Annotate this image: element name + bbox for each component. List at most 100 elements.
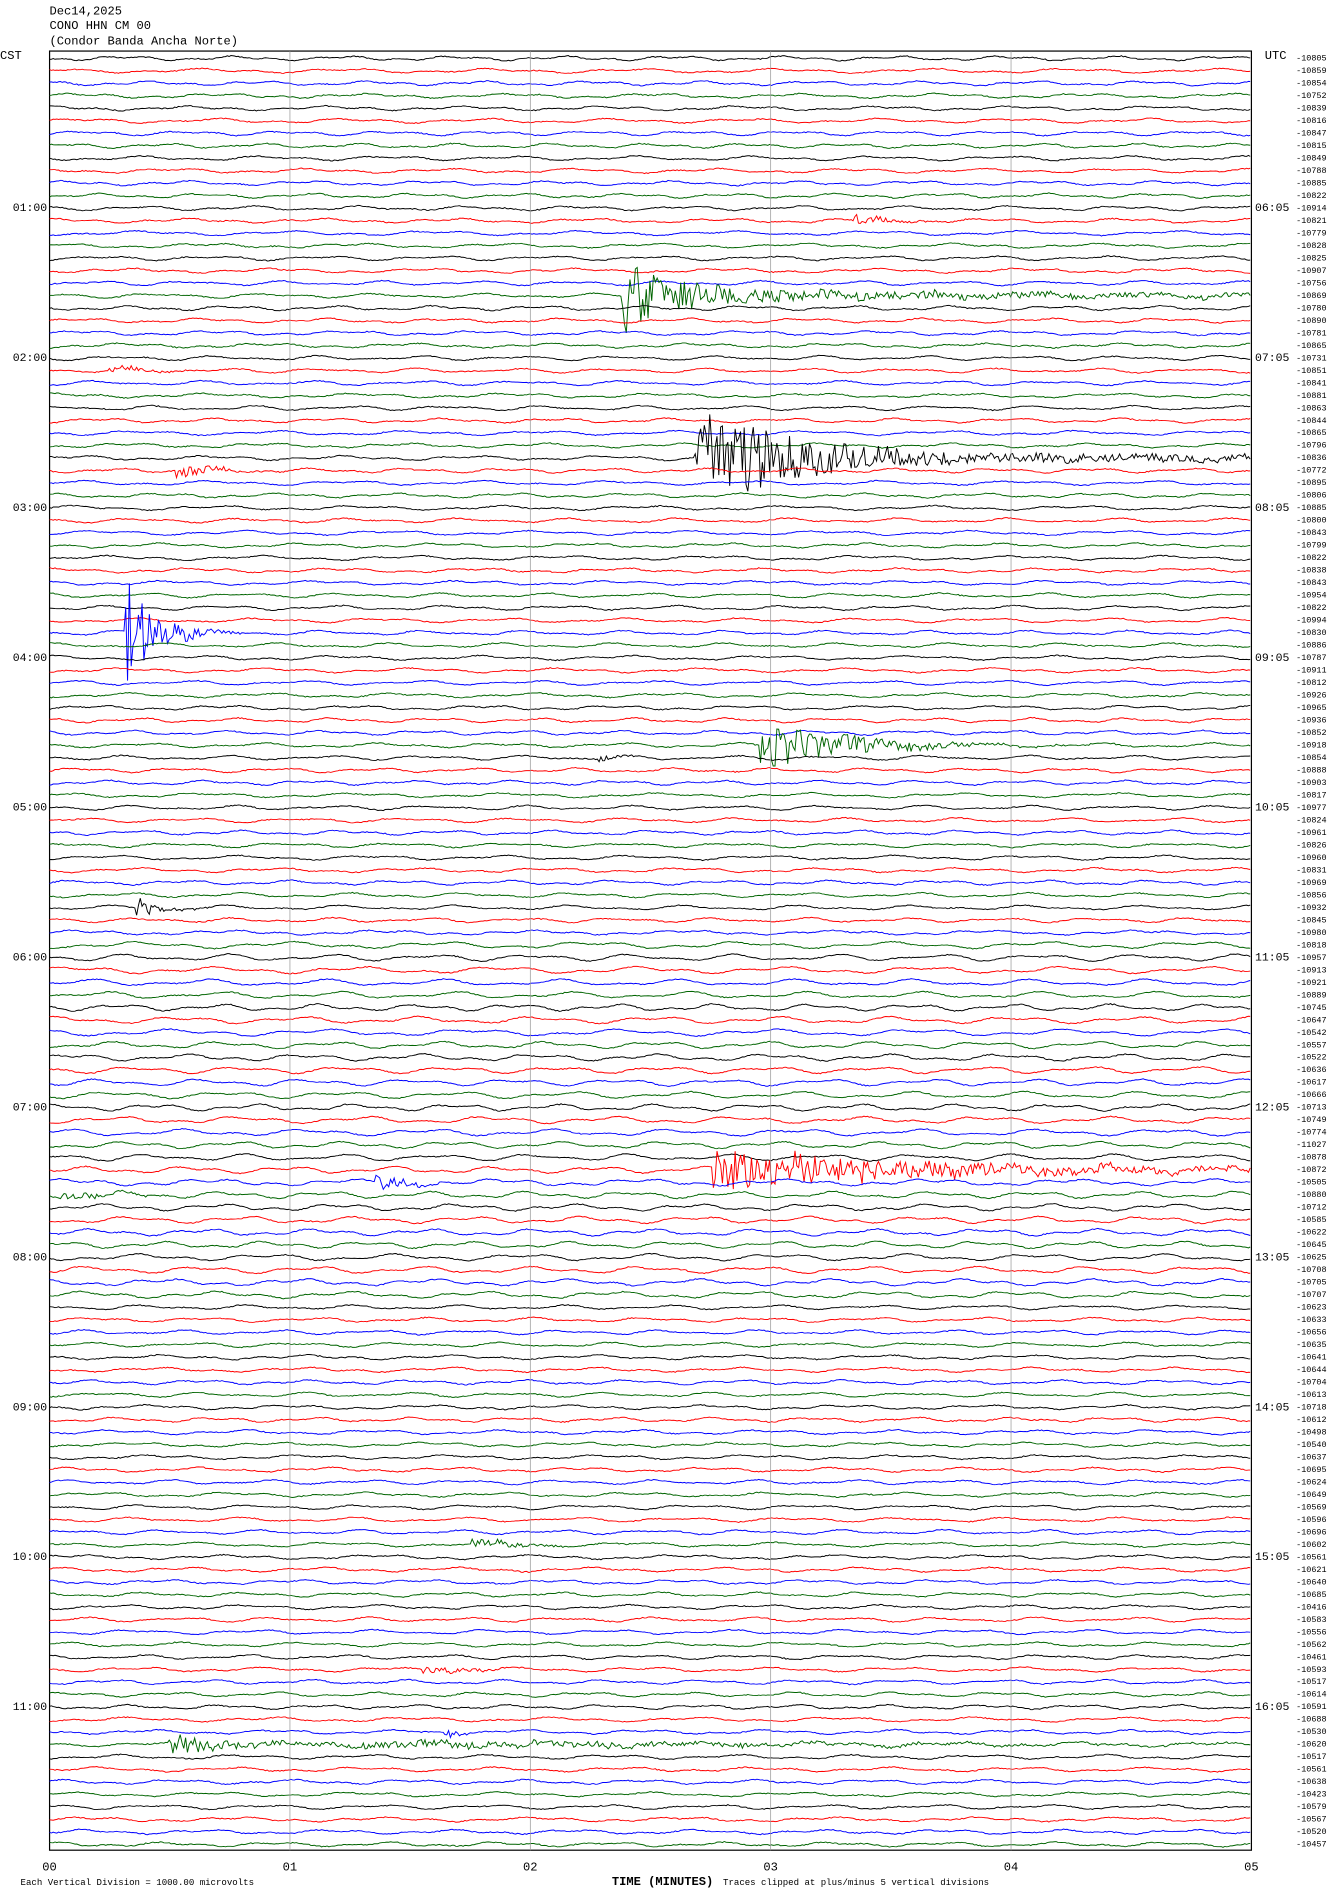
x-tick-label: 00 [42, 1860, 57, 1874]
trace-label: -10830 [1296, 628, 1326, 638]
seismic-trace [49, 1578, 1251, 1586]
seismic-trace [49, 1703, 1251, 1711]
seismic-trace [49, 1090, 1251, 1100]
seismic-trace [49, 728, 1251, 767]
seismic-trace [49, 940, 1251, 950]
trace-label: -10843 [1296, 528, 1326, 538]
seismic-trace [49, 1140, 1251, 1150]
seismic-trace [49, 1304, 1251, 1311]
seismic-trace [49, 1816, 1251, 1823]
seismic-trace [49, 679, 1251, 687]
seismic-trace [49, 729, 1251, 737]
seismic-trace [49, 1265, 1251, 1275]
right-timezone: UTC [1265, 49, 1287, 63]
seismic-trace [49, 154, 1251, 162]
right-time-label: 09:05 [1255, 652, 1290, 665]
seismic-trace [49, 130, 1251, 137]
seismic-trace [49, 392, 1251, 399]
right-time-label: 14:05 [1255, 1401, 1290, 1414]
trace-label: -10635 [1296, 1340, 1326, 1350]
seismic-trace [49, 1078, 1251, 1087]
seismic-trace [49, 1174, 1251, 1191]
seismic-trace [49, 192, 1251, 199]
seismic-trace [49, 242, 1251, 249]
trace-label: -10954 [1296, 591, 1326, 601]
left-time-label: 01:00 [13, 202, 48, 215]
date: Dec14,2025 [50, 4, 122, 18]
right-time-label: 07:05 [1255, 352, 1290, 365]
trace-label: -10614 [1296, 1690, 1326, 1700]
left-time-label: 05:00 [13, 802, 48, 815]
trace-label: -10880 [1296, 1190, 1326, 1200]
seismic-trace [49, 364, 1251, 374]
seismic-trace [49, 1103, 1251, 1112]
trace-label: -10636 [1296, 1065, 1326, 1075]
seismic-trace [49, 1428, 1251, 1436]
trace-label: -10847 [1296, 128, 1326, 138]
seismic-trace [49, 866, 1251, 874]
trace-label: -10911 [1296, 666, 1326, 676]
seismic-trace [49, 266, 1251, 334]
seismic-trace [49, 1678, 1251, 1686]
trace-label: -10752 [1296, 91, 1326, 101]
trace-label: -10712 [1296, 1203, 1326, 1213]
seismic-trace [49, 704, 1251, 711]
trace-label: -10638 [1296, 1777, 1326, 1787]
trace-label: -10869 [1296, 291, 1326, 301]
trace-label: -10624 [1296, 1477, 1326, 1487]
trace-label: -10826 [1296, 840, 1326, 850]
seismic-trace [49, 1127, 1251, 1137]
seismic-trace [49, 716, 1251, 724]
seismic-trace [49, 330, 1251, 337]
trace-label: -10799 [1296, 541, 1326, 551]
trace-label: -10936 [1296, 716, 1326, 726]
trace-label: -10696 [1296, 1527, 1326, 1537]
x-tick-label: 05 [1244, 1860, 1258, 1874]
seismic-trace [49, 465, 1251, 480]
trace-label: -10815 [1296, 141, 1326, 151]
x-tick-label: 04 [1004, 1860, 1019, 1874]
trace-label: -10854 [1296, 79, 1326, 89]
seismic-trace [49, 1828, 1251, 1836]
trace-label: -10914 [1296, 203, 1326, 213]
seismic-trace [49, 953, 1251, 962]
trace-label: -10865 [1296, 341, 1326, 351]
left-time-label: 03:00 [13, 502, 48, 515]
seismic-trace [49, 804, 1251, 812]
seismic-trace [49, 542, 1251, 549]
trace-label: -10856 [1296, 890, 1326, 900]
trace-label: -10707 [1296, 1290, 1326, 1300]
trace-label: -10704 [1296, 1377, 1326, 1387]
right-time-label: 11:05 [1255, 952, 1290, 965]
seismic-trace [49, 554, 1251, 562]
seismic-trace [49, 1227, 1251, 1237]
seismic-trace [49, 1150, 1251, 1190]
seismic-trace [49, 1391, 1251, 1399]
trace-label: -10620 [1296, 1740, 1326, 1750]
seismic-trace [49, 879, 1251, 886]
trace-label: -10688 [1296, 1715, 1326, 1725]
trace-label: -10498 [1296, 1427, 1326, 1437]
seismic-trace [49, 479, 1251, 486]
seismic-trace [49, 1666, 1251, 1675]
trace-label: -10838 [1296, 566, 1326, 576]
trace-label: -10461 [1296, 1652, 1326, 1662]
trace-label: -10812 [1296, 678, 1326, 688]
x-tick-label: 01 [283, 1860, 298, 1874]
seismic-trace [49, 417, 1251, 424]
left-time-label: 06:00 [13, 952, 48, 965]
trace-label: -10806 [1296, 491, 1326, 501]
seismic-trace [49, 1015, 1251, 1025]
trace-label: -10817 [1296, 790, 1326, 800]
trace-label: -10561 [1296, 1552, 1326, 1562]
seismic-trace [49, 204, 1251, 212]
trace-label: -10965 [1296, 703, 1326, 713]
seismic-trace [49, 1416, 1251, 1424]
seismic-trace [49, 1753, 1251, 1761]
seismic-trace [49, 267, 1251, 274]
trace-label: -10960 [1296, 853, 1326, 863]
trace-label: -10517 [1296, 1677, 1326, 1687]
trace-label: -10612 [1296, 1415, 1326, 1425]
trace-label: -10932 [1296, 903, 1326, 913]
left-time-label: 07:00 [13, 1102, 48, 1115]
